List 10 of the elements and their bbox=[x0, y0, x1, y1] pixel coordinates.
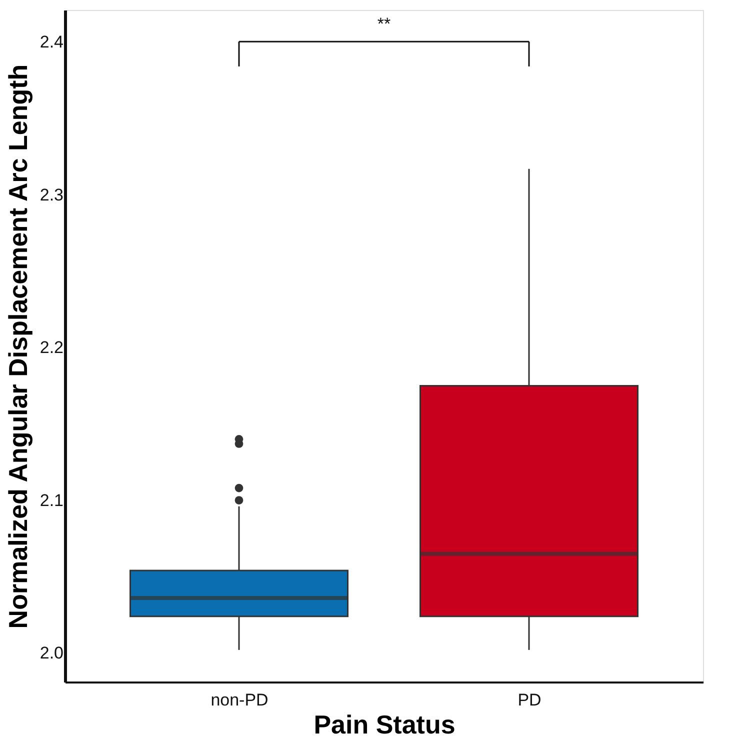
y-tick-label: 2.0 bbox=[40, 643, 64, 662]
annotation: ** bbox=[377, 14, 391, 34]
y-axis-title: Normalized Angular Displacement Arc Length bbox=[2, 64, 33, 629]
y-tick-label: 2.1 bbox=[40, 490, 64, 510]
y-tick-label: 2.4 bbox=[40, 32, 64, 52]
x-axis-title: Pain Status bbox=[314, 710, 456, 740]
y-tick-label: 2.3 bbox=[40, 185, 64, 204]
x-tick-label: non-PD bbox=[210, 690, 268, 710]
y-tick-label: 2.2 bbox=[40, 338, 64, 358]
x-tick-label: PD bbox=[518, 690, 542, 710]
